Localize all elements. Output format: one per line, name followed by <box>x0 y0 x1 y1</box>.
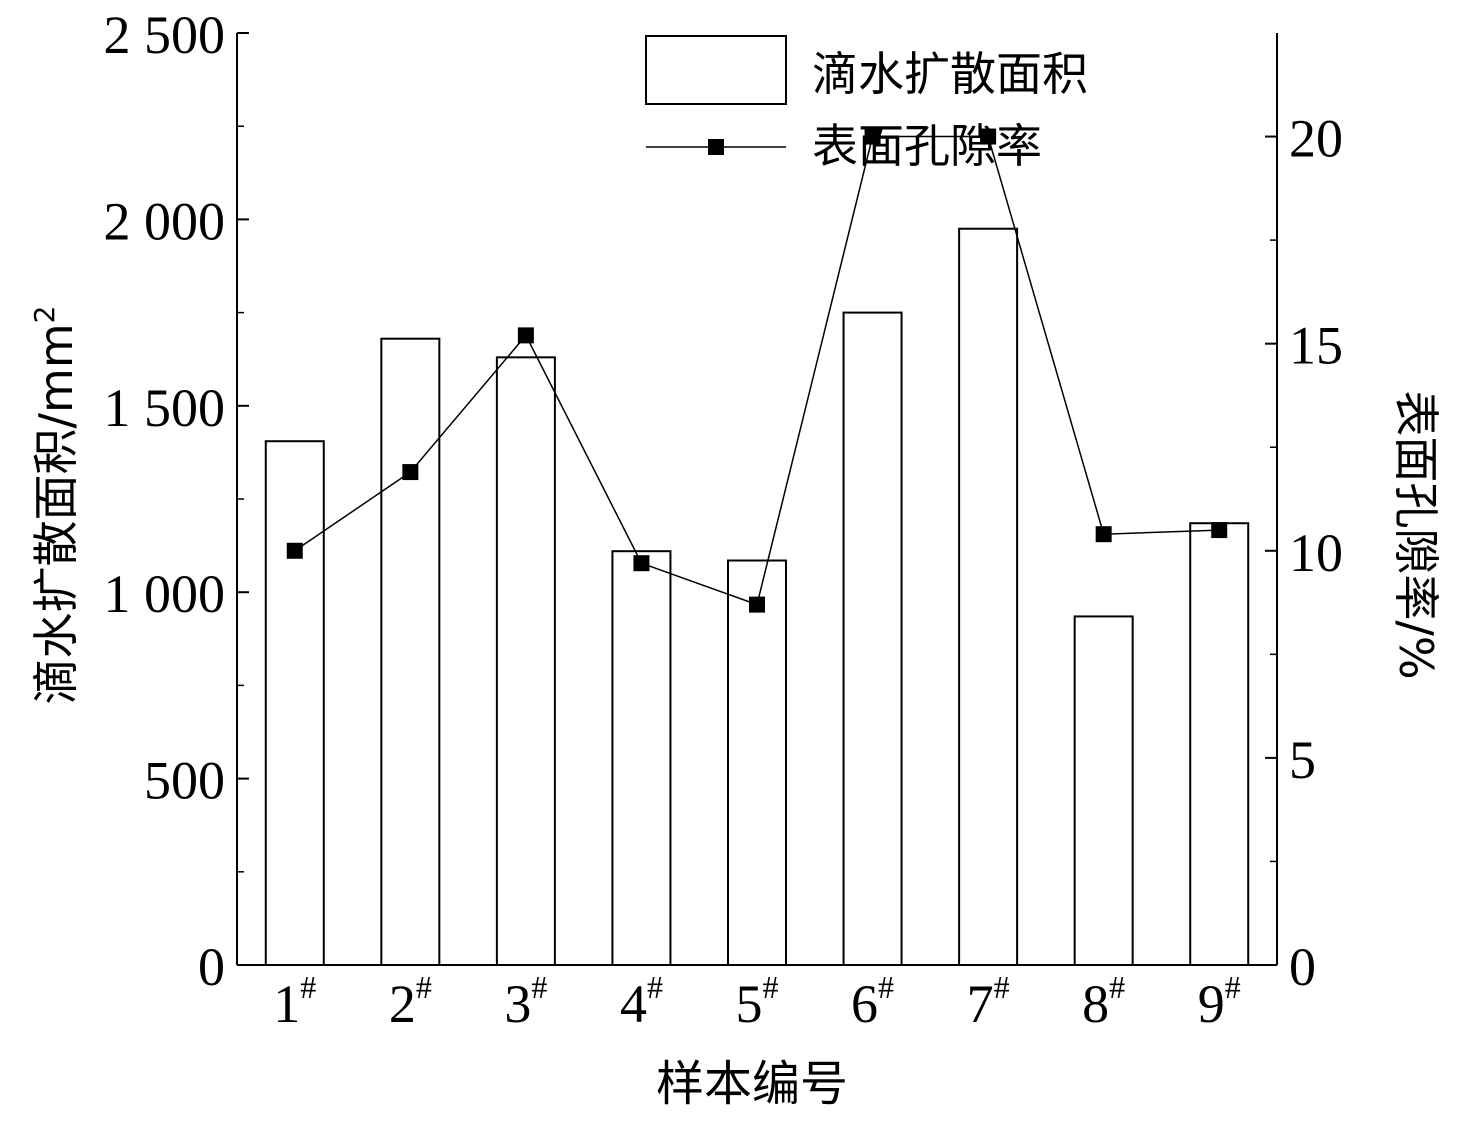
y-axis-left-label-text: 滴水扩散面积/mm <box>29 323 83 704</box>
porosity-marker-7 <box>980 128 997 145</box>
legend: 滴水扩散面积 表面孔隙率 <box>645 35 1088 173</box>
x-axis-label: 样本编号 <box>656 1056 848 1112</box>
y-axis-right-label: 表面孔隙率/% <box>1389 390 1443 679</box>
y-right-tick-label: 0 <box>1289 937 1316 997</box>
porosity-marker-8 <box>1095 526 1112 543</box>
bar-8 <box>1073 615 1134 966</box>
y-left-tick-label: 2 000 <box>104 191 226 251</box>
legend-bar-label: 滴水扩散面积 <box>812 47 1088 101</box>
porosity-marker-9 <box>1211 522 1228 539</box>
bars-layer <box>264 227 1250 967</box>
legend-line-marker <box>708 139 724 155</box>
y-left-tick-label: 2 500 <box>104 5 226 65</box>
porosity-marker-2 <box>402 464 419 481</box>
bar-4 <box>611 550 672 967</box>
porosity-marker-5 <box>749 596 765 613</box>
x-tick-label-5: 5# <box>736 969 779 1034</box>
bar-1 <box>264 440 325 966</box>
bar-7 <box>958 227 1019 967</box>
x-tick-label-9: 9# <box>1198 969 1241 1034</box>
x-tick-label-3: 3# <box>504 969 547 1034</box>
y-axis-left-label: 滴水扩散面积/mm2 <box>28 306 83 705</box>
bar-6 <box>842 311 903 967</box>
y-right-tick-label: 20 <box>1289 109 1343 169</box>
x-tick-label-1: 1# <box>273 969 316 1034</box>
porosity-marker-3 <box>517 327 534 344</box>
porosity-marker-4 <box>633 555 650 572</box>
y-right-tick-label: 10 <box>1289 523 1343 583</box>
y-left-tick-label: 0 <box>198 937 225 997</box>
porosity-marker-1 <box>286 542 303 559</box>
x-tick-label-4: 4# <box>620 969 663 1034</box>
porosity-marker-6 <box>864 128 881 145</box>
y-left-tick-label: 1 500 <box>104 378 226 438</box>
bar-5 <box>727 559 787 967</box>
y-left-tick-label: 500 <box>144 751 225 811</box>
legend-bar-swatch <box>645 35 787 105</box>
y-right-tick-label: 15 <box>1289 316 1343 376</box>
y-left-tick-label: 1 000 <box>104 564 226 624</box>
legend-line-label: 表面孔隙率 <box>812 119 1042 173</box>
bar-2 <box>380 337 441 967</box>
bar-3 <box>495 356 556 966</box>
line-layer <box>286 128 1228 613</box>
x-tick-label-7: 7# <box>967 969 1010 1034</box>
y-axis-left-label-superscript: 2 <box>28 306 61 324</box>
x-tick-label-6: 6# <box>851 969 894 1034</box>
axes-layer: 0 500 1 000 1 500 2 000 2 500 0 5 10 15 20 1# 2# 3# 4#… <box>104 5 1344 1034</box>
y-right-tick-label: 5 <box>1289 730 1316 790</box>
bar-9 <box>1189 522 1250 966</box>
x-tick-label-2: 2# <box>389 969 432 1034</box>
x-tick-label-8: 8# <box>1082 969 1125 1034</box>
